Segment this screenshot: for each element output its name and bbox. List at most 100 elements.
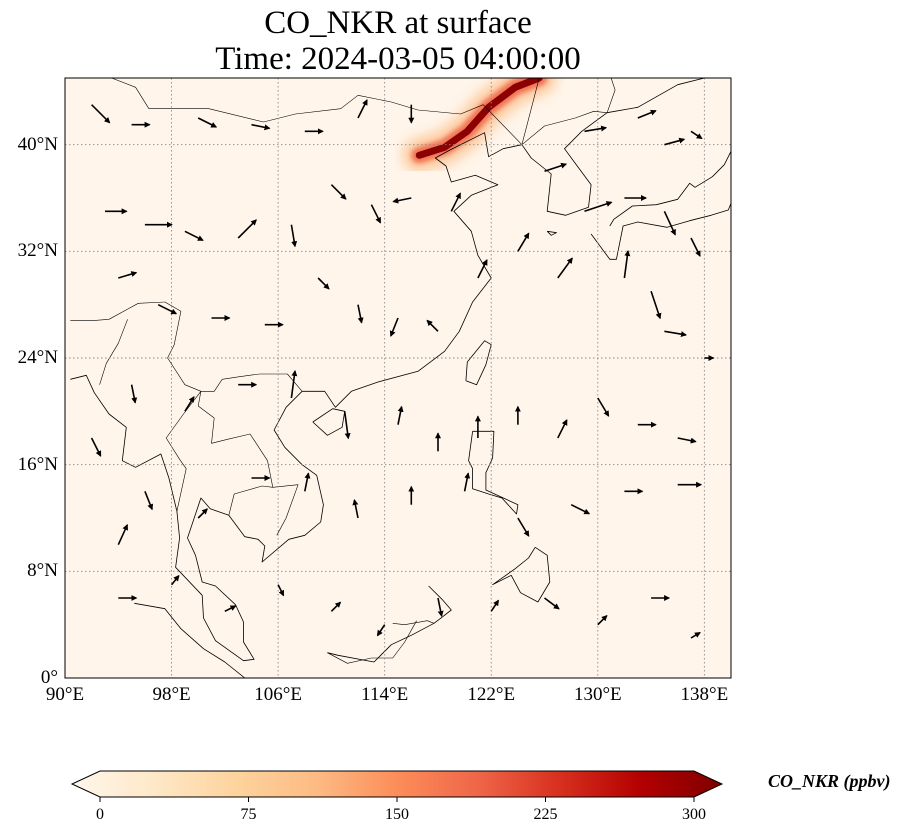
- wind-vector: [664, 137, 686, 146]
- coastline: [590, 203, 731, 260]
- wind-vector: [664, 330, 687, 338]
- wind-vector: [690, 631, 701, 639]
- country-border: [521, 111, 608, 145]
- wind-vector: [557, 419, 568, 439]
- colorbar-tick-marks: [99, 797, 695, 802]
- wind-vector: [544, 162, 568, 173]
- x-tick-label: 114°E: [361, 684, 409, 705]
- wind-vector: [557, 257, 573, 279]
- wind-vector: [224, 605, 237, 613]
- wind-vector: [517, 232, 530, 252]
- wind-vector: [477, 259, 488, 279]
- coastline: [546, 230, 557, 236]
- wind-vector: [304, 472, 311, 492]
- x-tick-label: 138°E: [680, 684, 729, 705]
- wind-vector: [290, 370, 298, 399]
- co-plume-layer: [402, 78, 557, 173]
- wind-vector: [690, 237, 701, 257]
- wind-vector: [117, 523, 129, 546]
- country-border: [521, 78, 540, 145]
- wind-vector: [463, 472, 471, 492]
- wind-vector: [584, 201, 613, 213]
- colorbar-tick-label: 300: [682, 806, 706, 823]
- x-tick-label: 90°E: [45, 684, 85, 705]
- wind-vector: [623, 250, 631, 279]
- y-tick-label: 16°N: [17, 453, 58, 475]
- wind-vector: [490, 599, 500, 612]
- wind-vector: [426, 319, 439, 332]
- wind-vector: [197, 117, 218, 128]
- x-tick-label: 106°E: [254, 684, 302, 705]
- wind-vector: [184, 396, 195, 412]
- x-tick-label: 122°E: [467, 684, 516, 705]
- colorbar-tick-label: 225: [533, 806, 558, 823]
- wind-vector: [277, 584, 285, 597]
- wind-vector: [237, 219, 257, 239]
- x-tick-label: 98°E: [152, 684, 191, 705]
- colorbar-tick-label: 75: [240, 806, 257, 823]
- coastline: [607, 78, 705, 114]
- wind-vector: [637, 109, 657, 119]
- wind-vector: [251, 123, 271, 131]
- gridline-layer: [65, 78, 731, 678]
- wind-vector: [437, 597, 444, 617]
- plot-title-line1: CO_NKR at surface: [264, 5, 532, 41]
- wind-vector: [330, 184, 347, 200]
- y-tick-label: 0°: [40, 667, 58, 688]
- wind-vector: [357, 99, 368, 119]
- wind-vector: [130, 384, 138, 404]
- wind-vector: [144, 491, 154, 511]
- wind-vector: [584, 125, 608, 133]
- plume-core: [415, 78, 543, 159]
- wind-vector: [197, 508, 208, 519]
- wind-vector: [184, 230, 204, 242]
- wind-vector: [392, 197, 412, 204]
- wind-vector: [317, 277, 330, 290]
- coastline: [521, 112, 608, 216]
- map-background: [65, 78, 731, 678]
- wind-vector: [450, 192, 462, 212]
- wind-vector: [370, 204, 382, 224]
- country-border: [197, 391, 299, 536]
- country-border: [228, 485, 273, 516]
- country-border: [164, 301, 303, 392]
- wind-vector: [677, 437, 697, 444]
- coastline-layer: [70, 78, 731, 678]
- coastline: [327, 622, 435, 663]
- coastline: [609, 151, 731, 227]
- wind-vector: [343, 411, 351, 440]
- y-tick-label: 40°N: [17, 133, 58, 155]
- country-border: [327, 620, 417, 664]
- colorbar-body: [70, 770, 724, 798]
- country-border: [392, 620, 435, 626]
- wind-vector: [663, 210, 676, 236]
- wind-vector: [517, 517, 530, 537]
- wind-vector: [570, 503, 591, 515]
- coastline: [428, 585, 452, 624]
- coastline: [312, 408, 346, 436]
- wind-vector: [352, 499, 359, 519]
- country-border: [111, 78, 523, 145]
- coastline: [134, 602, 246, 678]
- y-tick-label: 24°N: [17, 347, 58, 368]
- wind-vector: [290, 224, 298, 248]
- colorbar-label: CO_NKR (ppbv): [768, 771, 891, 791]
- wind-vector: [597, 397, 610, 417]
- coastline: [465, 340, 492, 386]
- country-border: [70, 301, 165, 322]
- colorbar-tick-label: 0: [96, 806, 104, 823]
- wind-vector: [90, 437, 102, 457]
- colorbar-tick-label: 150: [385, 806, 409, 823]
- wind-vector: [170, 574, 180, 586]
- wind-vector: [118, 271, 138, 279]
- country-border: [99, 319, 128, 385]
- wind-vector: [597, 614, 608, 626]
- wind-vector: [357, 304, 364, 324]
- wind-vector: [544, 597, 560, 610]
- y-tick-label: 8°N: [27, 560, 58, 582]
- map-frame: [64, 77, 732, 679]
- plot-title-line2: Time: 2024-03-05 04:00:00: [215, 41, 581, 77]
- country-border: [606, 78, 616, 113]
- coastline: [70, 374, 324, 662]
